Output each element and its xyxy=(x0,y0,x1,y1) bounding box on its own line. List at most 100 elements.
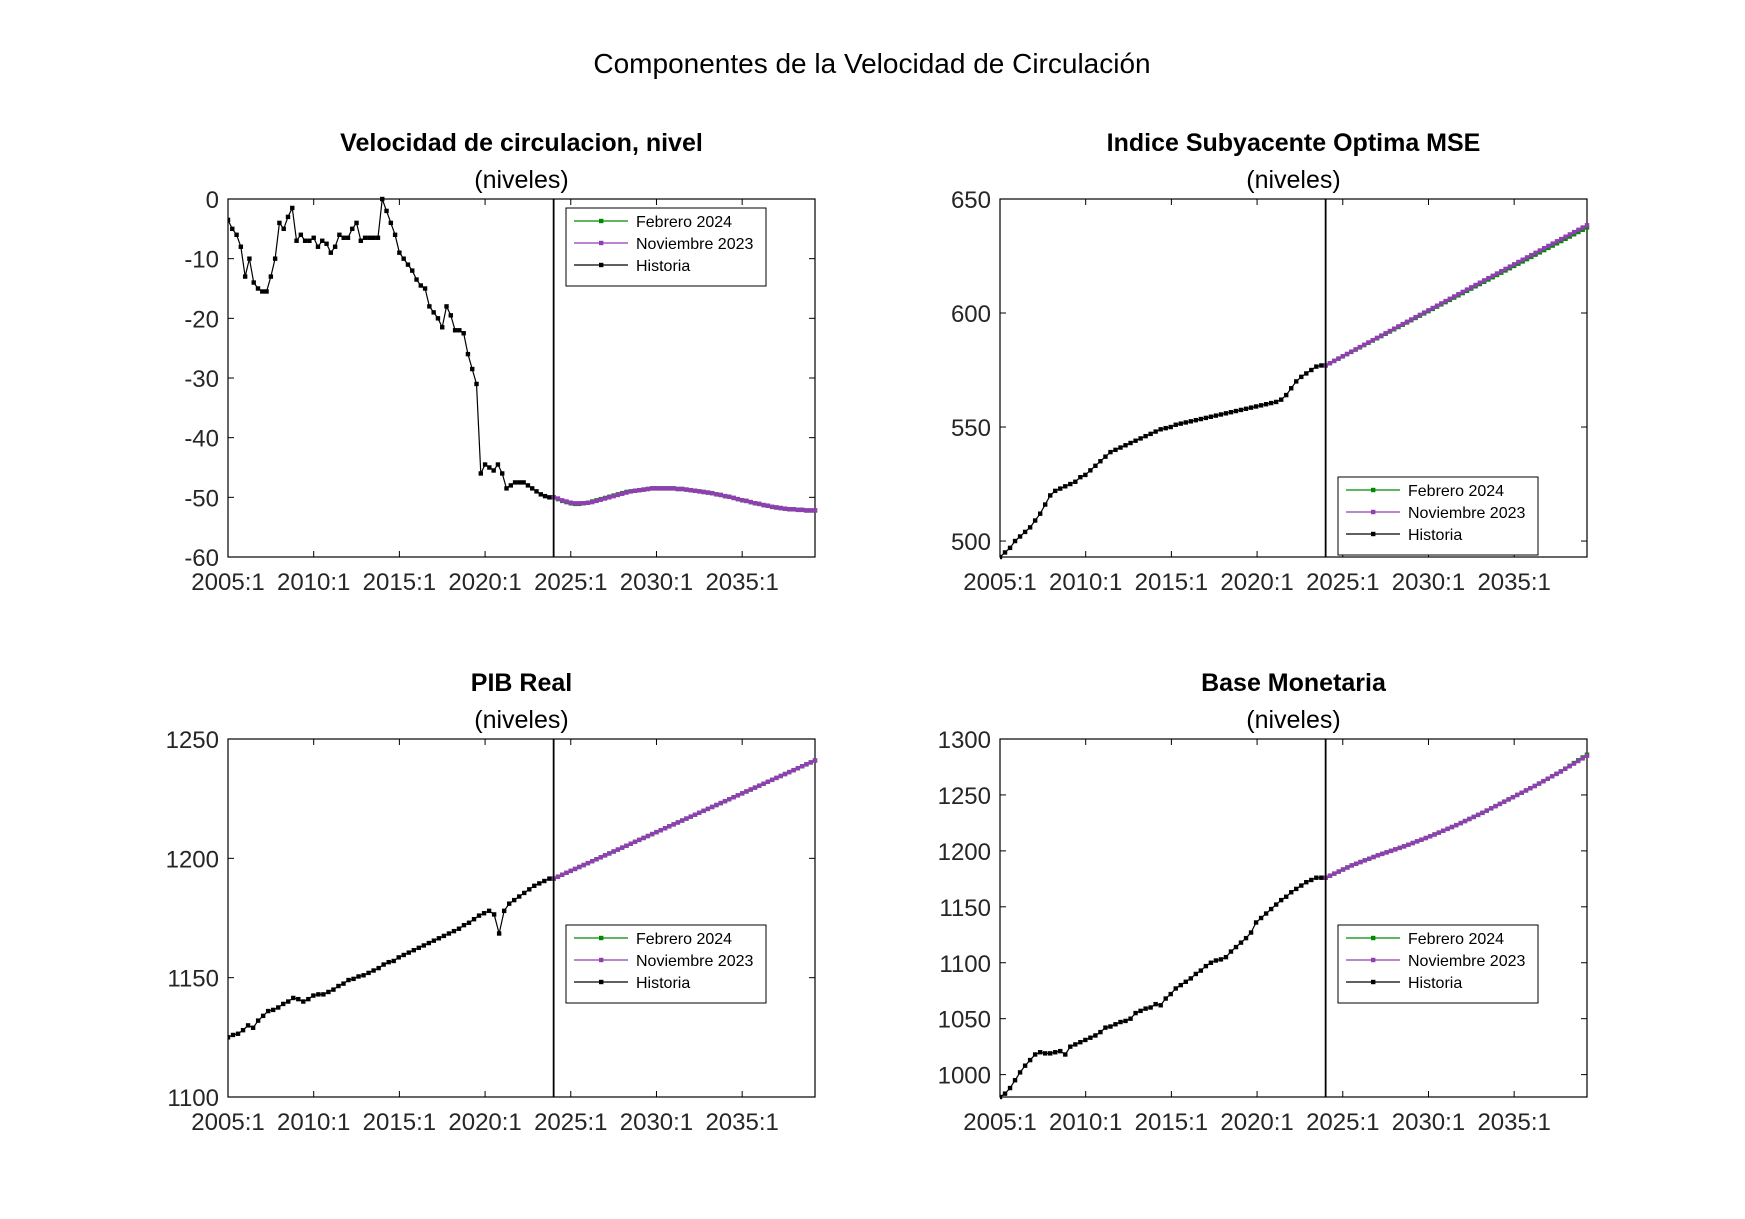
data-point xyxy=(598,497,603,502)
data-point xyxy=(306,996,311,1002)
legend-marker xyxy=(1371,487,1376,493)
data-point xyxy=(1434,303,1440,308)
data-point xyxy=(1000,554,1003,560)
data-point xyxy=(1490,273,1495,278)
data-point xyxy=(757,783,762,788)
data-point xyxy=(808,508,813,513)
data-point xyxy=(265,1008,271,1014)
data-point xyxy=(324,241,329,246)
y-tick-label: 1150 xyxy=(939,895,991,922)
legend-marker xyxy=(1371,957,1376,963)
data-point xyxy=(277,220,282,226)
data-point xyxy=(1384,850,1389,855)
data-point xyxy=(1537,248,1543,253)
data-point xyxy=(380,196,385,202)
data-point xyxy=(1571,229,1577,235)
x-tick-label: 2010:1 xyxy=(1049,569,1122,596)
data-point xyxy=(774,505,779,510)
data-point xyxy=(1022,529,1028,535)
data-point xyxy=(1417,312,1423,318)
data-point xyxy=(452,328,458,333)
y-tick-label: 1000 xyxy=(938,1063,991,1090)
data-point xyxy=(1396,324,1401,329)
data-point xyxy=(435,316,441,321)
data-point xyxy=(1148,431,1153,437)
data-point xyxy=(804,508,809,513)
data-point xyxy=(1404,319,1410,324)
data-point xyxy=(1567,232,1573,237)
data-point xyxy=(1580,227,1585,232)
series-markers-noviembre-2023 xyxy=(551,758,818,881)
data-point xyxy=(461,331,466,336)
data-point xyxy=(346,977,351,983)
data-point xyxy=(281,1001,286,1007)
data-point xyxy=(679,818,685,823)
data-point xyxy=(527,887,532,892)
legend-label: Historia xyxy=(636,258,690,275)
legend-marker xyxy=(1371,509,1376,515)
data-point xyxy=(1314,875,1319,880)
data-point xyxy=(1173,422,1178,427)
data-point xyxy=(667,824,672,829)
data-point xyxy=(1258,915,1264,921)
data-point xyxy=(228,1035,231,1040)
data-point xyxy=(590,499,595,505)
data-point xyxy=(555,874,561,879)
data-point xyxy=(1088,468,1093,473)
data-point xyxy=(1401,844,1407,849)
data-point xyxy=(1456,291,1461,297)
data-point xyxy=(697,489,702,494)
data-point xyxy=(418,283,424,288)
data-point xyxy=(1349,349,1354,354)
data-point xyxy=(765,503,771,508)
data-point xyxy=(684,487,689,492)
data-point xyxy=(731,795,736,800)
data-point xyxy=(1409,317,1414,322)
subplot-3: PIB Real (niveles) 2005:1 2010:1 2015:1 2020:… xyxy=(166,669,818,1136)
data-point xyxy=(405,262,411,267)
data-point xyxy=(512,897,517,903)
data-point xyxy=(1387,328,1393,334)
data-point xyxy=(1289,386,1294,391)
data-point xyxy=(451,928,457,934)
data-point xyxy=(1113,447,1118,453)
data-point xyxy=(1163,425,1168,431)
data-point xyxy=(1048,493,1053,498)
data-point xyxy=(457,328,462,333)
legend: Febrero 2024 Noviembre 2023 Historia xyxy=(565,924,767,1004)
data-point xyxy=(358,238,364,243)
data-point xyxy=(1218,957,1224,962)
data-point xyxy=(1567,764,1572,769)
data-point xyxy=(1183,979,1188,984)
data-point xyxy=(1528,786,1533,791)
data-point xyxy=(624,490,629,495)
data-point xyxy=(778,505,783,511)
data-point xyxy=(316,992,321,997)
data-point xyxy=(1580,225,1585,230)
data-point xyxy=(234,232,239,237)
data-point xyxy=(228,217,231,223)
y-tick-label: 600 xyxy=(951,301,991,328)
data-point xyxy=(581,862,586,868)
data-point xyxy=(1208,414,1214,419)
data-point xyxy=(1524,255,1530,260)
data-point xyxy=(658,486,663,491)
data-point xyxy=(577,501,582,506)
data-point xyxy=(362,235,368,240)
y-tick-label: 1100 xyxy=(167,1085,219,1112)
legend-marker xyxy=(599,979,604,985)
data-point xyxy=(560,872,565,877)
x-tick-label: 2005:1 xyxy=(191,1109,264,1136)
data-point xyxy=(1253,404,1259,409)
data-point xyxy=(761,781,766,786)
data-point xyxy=(392,232,398,237)
data-point xyxy=(331,987,336,992)
data-point xyxy=(1253,920,1259,925)
data-point xyxy=(384,208,389,214)
data-point xyxy=(1366,340,1371,345)
data-point xyxy=(1449,824,1455,830)
data-point xyxy=(250,1025,256,1030)
data-point xyxy=(564,870,569,876)
data-point xyxy=(1499,269,1504,274)
